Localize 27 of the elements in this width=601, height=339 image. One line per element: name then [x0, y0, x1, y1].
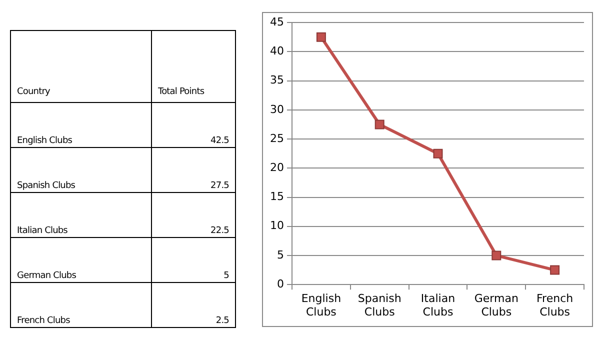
- y-tick-label: 45: [270, 15, 284, 28]
- y-tick-label: 5: [276, 248, 284, 262]
- x-tick-label: German Clubs: [474, 292, 518, 318]
- text: Total Points: [152, 30, 236, 102]
- category-label: English Clubs: [17, 136, 72, 146]
- text: 27.5: [152, 148, 236, 192]
- y-tick-label: 40: [270, 44, 284, 58]
- y-tick-label: 10: [270, 219, 284, 232]
- y-tick-label: 15: [270, 190, 284, 204]
- text: 5: [152, 238, 236, 282]
- category-label: French Clubs: [17, 316, 70, 326]
- y-tick-label: 0: [276, 277, 284, 290]
- y-tick-label: 35: [270, 74, 284, 87]
- x-tick-label: French Clubs: [536, 292, 574, 318]
- text: 22.5: [152, 192, 236, 238]
- text: 42.5: [152, 102, 236, 148]
- category-label: Italian Clubs: [17, 226, 68, 236]
- category-label: German Clubs: [17, 271, 76, 281]
- text: Country: [10, 30, 152, 102]
- x-tick-label: Italian Clubs: [420, 292, 456, 318]
- x-tick-label: Spanish Clubs: [358, 292, 402, 318]
- category-label: Spanish Clubs: [17, 181, 76, 191]
- text: 2.5: [152, 282, 236, 328]
- y-tick-label: 30: [270, 102, 284, 116]
- x-tick-label: English Clubs: [301, 292, 342, 318]
- y-tick-label: 20: [270, 161, 284, 174]
- y-tick-label: 25: [270, 132, 284, 145]
